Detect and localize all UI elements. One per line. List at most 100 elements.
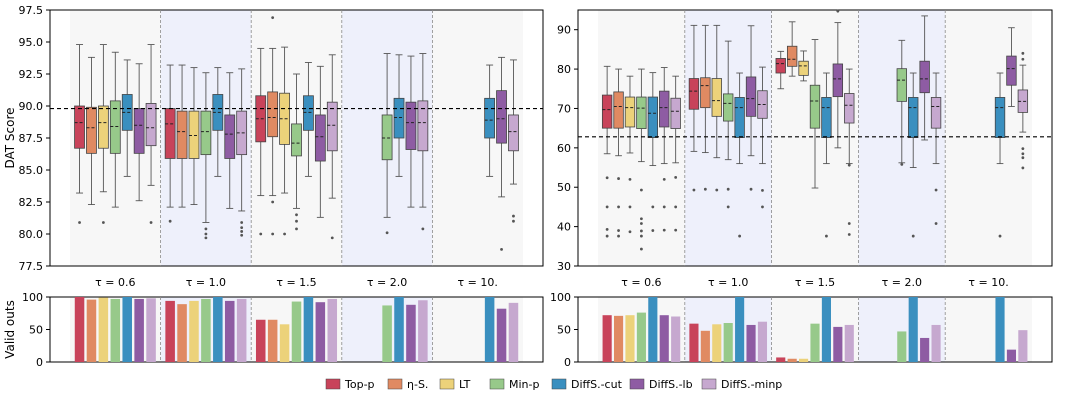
outlier-point: [674, 175, 678, 179]
outlier-point: [295, 227, 298, 231]
group-label: τ = 2.0: [882, 276, 922, 289]
box-body: [809, 84, 821, 129]
box-η-S.: [176, 64, 188, 208]
valid-outs-bar-DiffS.-lb: [746, 324, 756, 362]
box-Top-p: [255, 47, 267, 236]
box-body: [711, 78, 722, 117]
box-Top-p: [601, 65, 613, 238]
box-DiffS.-minp: [326, 54, 338, 240]
valid-outs-bar-Top-p: [165, 300, 175, 362]
outlier-point: [836, 9, 840, 13]
box-DiffS.-lb: [224, 72, 236, 209]
box-body: [133, 108, 145, 154]
box-Min-p: [291, 73, 302, 231]
outlier-point: [662, 228, 666, 232]
box-DiffS.-minp: [145, 44, 157, 224]
valid-outs-bar-Top-p: [74, 297, 85, 362]
outlier-point: [259, 232, 263, 236]
valid-outs-bar-Top-p: [255, 319, 266, 362]
valid-outs-tick-label: 50: [557, 324, 571, 337]
box-body: [670, 97, 681, 129]
valid-outs-bar-DiffS.-cut: [122, 297, 132, 362]
valid-outs-bar-η-S.: [787, 358, 797, 362]
box-η-S.: [613, 68, 624, 238]
box-DiffS.-lb: [832, 9, 844, 149]
group-label: τ = 2.0: [367, 276, 407, 289]
box-η-S.: [86, 56, 97, 206]
outlier-point: [825, 234, 828, 238]
valid-outs-bar-Min-p: [110, 298, 121, 362]
box-DiffS.-lb: [133, 63, 145, 202]
box-DiffS.-lb: [314, 65, 326, 218]
box-DiffS.-cut: [121, 59, 133, 177]
valid-outs-bar-DiffS.-lb: [134, 298, 144, 362]
box-body: [832, 63, 844, 98]
valid-outs-bar-η-S.: [86, 299, 97, 362]
box-body: [303, 95, 314, 131]
box-DiffS.-minp: [1017, 51, 1029, 170]
valid-outs-bar-LT: [98, 297, 109, 362]
valid-outs-bar-LT: [189, 300, 199, 362]
outlier-point: [500, 247, 503, 251]
box-DiffS.-cut: [212, 67, 224, 177]
box-Top-p: [688, 24, 700, 192]
valid-outs-bar-Min-p: [897, 331, 907, 362]
y-tick-label: 92.5: [19, 68, 44, 81]
valid-outs-bar-DiffS.-lb: [1006, 349, 1017, 362]
valid-outs-tick-label: 50: [29, 324, 43, 337]
legend-label: Min-p: [509, 378, 539, 391]
box-body: [908, 97, 919, 139]
box-η-S.: [267, 16, 279, 236]
box-body: [601, 94, 613, 129]
box-DiffS.-minp: [508, 59, 519, 223]
outlier-point: [512, 214, 515, 218]
legend-swatch: [325, 378, 341, 390]
outlier-point: [617, 205, 620, 209]
y-tick-label: 85.0: [19, 164, 44, 177]
group-label: τ = 0.6: [95, 276, 135, 289]
legend-swatch: [551, 378, 567, 390]
box-DiffS.-cut: [303, 62, 314, 177]
valid-outs-bar-DiffS.-lb: [920, 337, 930, 362]
outlier-point: [715, 188, 719, 192]
valid-outs-bar-Min-p: [636, 312, 646, 362]
valid-outs-bar-DiffS.-cut: [394, 297, 404, 362]
valid-outs-bar-DiffS.-cut: [735, 297, 745, 362]
box-DiffS.-minp: [757, 66, 768, 209]
box-DiffS.-lb: [1006, 27, 1017, 107]
box-body: [821, 97, 832, 139]
legend-label: DiffS.-minp: [721, 378, 782, 391]
outlier-point: [847, 233, 851, 236]
box-LT: [97, 44, 109, 224]
box-Min-p: [636, 68, 647, 251]
left-valid-outs-label: Valid outs: [3, 300, 17, 359]
box-body: [200, 110, 212, 156]
valid-outs-bar-η-S.: [177, 304, 187, 362]
valid-outs-bar-DiffS.-minp: [1018, 330, 1028, 362]
y-tick-label: 77.5: [19, 260, 44, 273]
valid-outs-bar-Min-p: [291, 301, 302, 362]
valid-outs-bar-DiffS.-cut: [484, 297, 495, 362]
valid-outs-tick-label: 0: [564, 356, 571, 369]
box-Min-p: [109, 51, 121, 208]
valid-outs-bar-DiffS.-minp: [327, 298, 338, 362]
y-tick-label: 80.0: [19, 228, 44, 241]
outlier-point: [662, 205, 666, 209]
valid-outs-bar-DiffS.-cut: [821, 297, 831, 362]
group-label: τ = 1.0: [708, 276, 748, 289]
outlier-point: [240, 230, 244, 233]
box-DiffS.-lb: [405, 55, 417, 208]
outlier-point: [271, 200, 275, 204]
valid-outs-group-band: [945, 297, 1032, 362]
legend-label: DiffS.-cut: [571, 378, 623, 391]
y-tick-label: 70: [557, 102, 571, 115]
outlier-point: [330, 236, 334, 240]
outlier-point: [651, 205, 655, 209]
outlier-point: [847, 163, 851, 167]
valid-outs-bar-DiffS.-minp: [236, 298, 247, 362]
y-tick-label: 90: [557, 24, 571, 37]
box-Min-p: [809, 39, 821, 189]
box-DiffS.-lb: [919, 15, 930, 141]
box-η-S.: [700, 24, 711, 191]
box-body: [508, 114, 519, 152]
